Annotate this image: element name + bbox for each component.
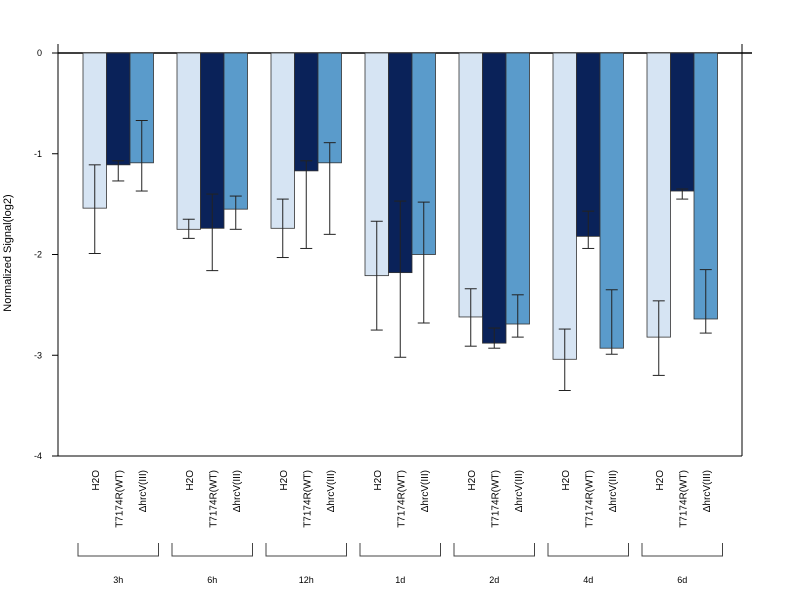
bar — [646, 52, 671, 338]
y-tick-label: -3 — [34, 350, 42, 360]
group-bracket — [171, 543, 253, 557]
bar-label: ΔhrcV(III) — [702, 470, 713, 512]
bar-label: T7174R(WT) — [396, 470, 407, 528]
category-label: 12h — [299, 575, 314, 585]
bar-label: H2O — [561, 470, 572, 491]
category-label: 6d — [677, 575, 687, 585]
group-bracket — [265, 543, 347, 557]
bar-label: H2O — [279, 470, 290, 491]
group-bracket — [77, 543, 159, 557]
bar-label: H2O — [467, 470, 478, 491]
bar-label: H2O — [373, 470, 384, 491]
group-bracket — [359, 543, 441, 557]
bar — [482, 52, 507, 344]
bar-label: ΔhrcV(III) — [232, 470, 243, 512]
bar-label: H2O — [655, 470, 666, 491]
bar-label: H2O — [91, 470, 102, 491]
bar-label: T7174R(WT) — [114, 470, 125, 528]
bar-label: T7174R(WT) — [490, 470, 501, 528]
y-tick-label: 0 — [37, 48, 42, 58]
group-bracket — [547, 543, 629, 557]
bar-label: ΔhrcV(III) — [514, 470, 525, 512]
bar-label: H2O — [185, 470, 196, 491]
bar-label: T7174R(WT) — [678, 470, 689, 528]
group-bracket — [453, 543, 535, 557]
y-tick-label: -1 — [34, 149, 42, 159]
bar — [176, 52, 201, 230]
bars — [82, 52, 718, 392]
bar — [576, 52, 601, 237]
bar-label: T7174R(WT) — [584, 470, 595, 528]
bar — [505, 52, 530, 325]
y-tick-label: -2 — [34, 250, 42, 260]
category-label: 3h — [113, 575, 123, 585]
bar — [223, 52, 248, 210]
category-label: 1d — [395, 575, 405, 585]
bar-label: T7174R(WT) — [208, 470, 219, 528]
bar-label: ΔhrcV(III) — [326, 470, 337, 512]
bar — [458, 52, 483, 318]
bar-label: ΔhrcV(III) — [138, 470, 149, 512]
category-label: 2d — [489, 575, 499, 585]
bar-label: ΔhrcV(III) — [420, 470, 431, 512]
y-axis-label: Normalized Signal(log2) — [2, 194, 14, 311]
category-label: 6h — [207, 575, 217, 585]
bar — [552, 52, 577, 360]
category-label: 4d — [583, 575, 593, 585]
bar-label: ΔhrcV(III) — [608, 470, 619, 512]
y-tick-label: -4 — [34, 451, 42, 461]
bar — [670, 52, 695, 192]
group-bracket — [641, 543, 723, 557]
bar-label: T7174R(WT) — [302, 470, 313, 528]
bar — [106, 52, 131, 166]
bar — [294, 52, 319, 172]
labels: H2O T7174R(WT) ΔhrcV(III) 3h H2O T7174R(WT) Δh… — [77, 470, 723, 585]
